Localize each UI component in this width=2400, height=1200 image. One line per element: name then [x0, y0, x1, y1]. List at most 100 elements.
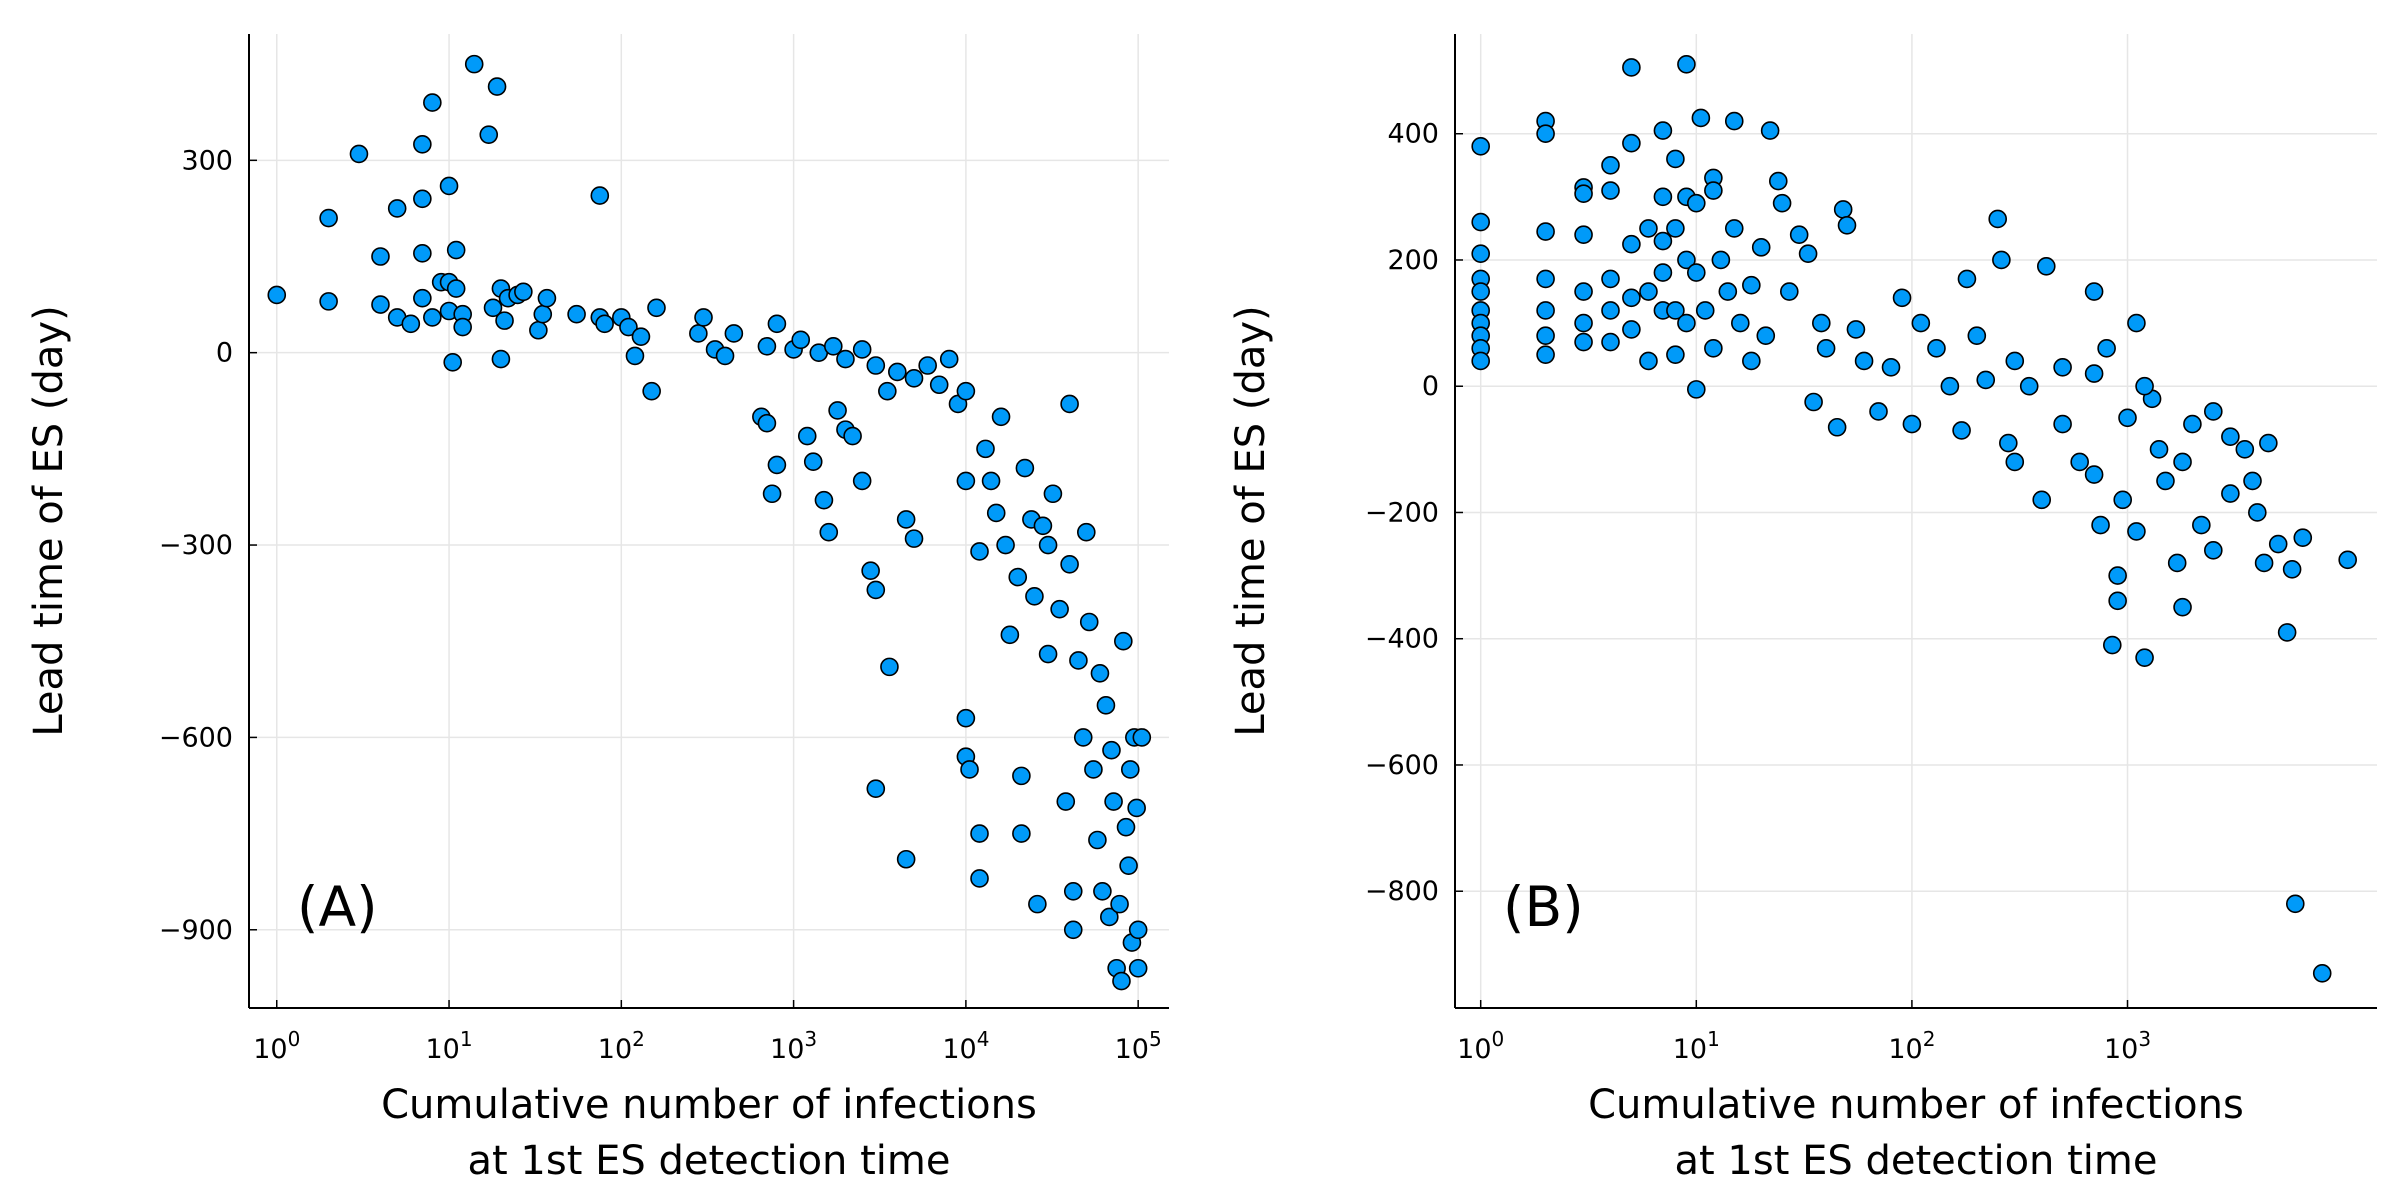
point — [1536, 326, 1555, 346]
point — [1038, 644, 1058, 664]
point — [443, 353, 462, 372]
point — [1038, 535, 1058, 555]
point — [2005, 452, 2025, 472]
point — [1768, 171, 1788, 191]
point — [2135, 376, 2154, 396]
point — [2338, 550, 2357, 570]
point — [1653, 263, 1673, 282]
point — [2173, 597, 2192, 617]
point — [956, 381, 976, 401]
point — [1677, 313, 1696, 333]
point — [413, 243, 432, 263]
point — [1677, 54, 1696, 74]
point — [1666, 345, 1685, 364]
point — [1536, 124, 1555, 144]
point — [2084, 282, 2104, 301]
point — [2036, 256, 2056, 276]
point — [453, 317, 472, 337]
point — [647, 298, 666, 318]
point — [828, 401, 847, 420]
point — [2312, 963, 2332, 983]
y-tick-label: −800 — [1365, 876, 1439, 907]
point — [1601, 155, 1620, 175]
point — [590, 186, 610, 205]
point — [487, 77, 507, 96]
point — [1666, 301, 1685, 320]
point — [1666, 219, 1685, 238]
point — [625, 346, 645, 366]
point — [349, 144, 369, 164]
point — [956, 708, 976, 728]
point — [491, 349, 511, 369]
point — [1833, 200, 1853, 219]
point — [413, 288, 432, 308]
point — [1691, 108, 1711, 128]
point — [852, 340, 872, 359]
x-axis-label: Cumulative number of infections — [381, 1082, 1037, 1128]
point — [1008, 567, 1028, 587]
y-tick-label: 0 — [1422, 371, 1439, 402]
point — [2127, 313, 2146, 333]
point — [1780, 282, 1799, 301]
point — [2032, 490, 2052, 510]
point — [904, 369, 924, 388]
point — [1015, 458, 1035, 478]
point — [1622, 320, 1641, 339]
y-tick-label: −600 — [159, 722, 233, 753]
y-tick-label: 400 — [1387, 119, 1439, 150]
point — [1536, 269, 1555, 289]
point — [371, 295, 390, 314]
y-tick-label: −900 — [159, 915, 233, 946]
point — [2204, 402, 2223, 421]
point — [888, 362, 907, 382]
point — [1536, 222, 1555, 241]
point — [1639, 219, 1658, 238]
point — [1060, 554, 1079, 574]
point — [2248, 503, 2267, 522]
point — [1687, 193, 1706, 213]
point — [446, 240, 466, 260]
point — [724, 324, 744, 343]
point — [446, 279, 466, 298]
point — [319, 292, 338, 311]
point — [1028, 894, 1047, 914]
point — [2293, 528, 2313, 548]
point — [1695, 301, 1715, 320]
point — [929, 375, 949, 395]
y-axis-label: Lead time of ES (day) — [1228, 305, 1274, 736]
point — [1622, 288, 1641, 308]
point — [1093, 881, 1112, 901]
point — [2127, 522, 2146, 541]
point — [529, 320, 548, 340]
point — [1056, 792, 1076, 811]
point — [981, 471, 1001, 491]
point — [1653, 121, 1673, 140]
point — [1120, 760, 1140, 779]
point — [2221, 484, 2240, 503]
point — [595, 314, 614, 334]
point — [2173, 452, 2192, 472]
x-tick-label: 101 — [1673, 1027, 1720, 1065]
point — [1114, 631, 1133, 651]
point — [2108, 591, 2127, 611]
point — [1837, 215, 1857, 235]
point — [791, 330, 811, 350]
point — [1967, 326, 1987, 346]
point — [1756, 326, 1776, 346]
point — [1854, 351, 1874, 371]
point — [1132, 728, 1152, 747]
point — [1976, 370, 1996, 390]
y-tick-label: −200 — [1365, 497, 1439, 528]
point — [960, 760, 979, 779]
point — [1622, 58, 1641, 77]
point — [757, 336, 777, 356]
point — [1957, 269, 1977, 289]
point — [1069, 651, 1088, 670]
point — [1128, 958, 1148, 978]
point — [2097, 339, 2116, 358]
point — [1112, 971, 1131, 991]
point — [2019, 376, 2039, 396]
point — [413, 189, 432, 209]
point — [2149, 440, 2169, 459]
point — [1751, 238, 1771, 257]
